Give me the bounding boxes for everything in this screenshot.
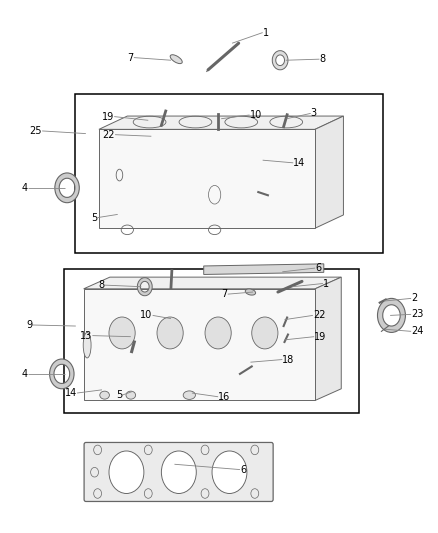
Polygon shape bbox=[84, 277, 341, 289]
Ellipse shape bbox=[252, 317, 278, 349]
Text: 1: 1 bbox=[263, 28, 269, 38]
Text: 7: 7 bbox=[222, 289, 228, 299]
Bar bbox=[75, 94, 383, 253]
Text: 10: 10 bbox=[250, 110, 262, 120]
Polygon shape bbox=[84, 289, 315, 400]
Circle shape bbox=[212, 451, 247, 494]
Text: 24: 24 bbox=[411, 326, 424, 336]
Ellipse shape bbox=[157, 317, 183, 349]
Text: 6: 6 bbox=[240, 465, 246, 474]
Text: 22: 22 bbox=[102, 130, 115, 140]
Circle shape bbox=[109, 451, 144, 494]
Text: 13: 13 bbox=[80, 330, 92, 341]
Text: 10: 10 bbox=[141, 310, 152, 320]
Polygon shape bbox=[99, 130, 315, 228]
Polygon shape bbox=[315, 277, 341, 400]
Ellipse shape bbox=[83, 333, 91, 358]
Ellipse shape bbox=[245, 289, 256, 295]
Text: 22: 22 bbox=[313, 310, 325, 320]
Text: 19: 19 bbox=[102, 111, 114, 122]
Text: 19: 19 bbox=[314, 332, 326, 342]
Text: 5: 5 bbox=[116, 390, 122, 400]
Text: 5: 5 bbox=[92, 213, 98, 223]
Bar bbox=[64, 269, 359, 413]
Text: 7: 7 bbox=[127, 53, 134, 62]
Text: 16: 16 bbox=[218, 392, 230, 402]
Ellipse shape bbox=[170, 55, 182, 63]
Ellipse shape bbox=[183, 391, 195, 399]
Text: 18: 18 bbox=[283, 354, 295, 365]
Text: 6: 6 bbox=[315, 263, 321, 273]
Text: 14: 14 bbox=[65, 388, 77, 398]
Text: 8: 8 bbox=[99, 280, 105, 290]
Circle shape bbox=[161, 451, 196, 494]
Text: 14: 14 bbox=[293, 158, 305, 168]
Ellipse shape bbox=[205, 317, 231, 349]
Text: 8: 8 bbox=[319, 54, 325, 64]
Ellipse shape bbox=[126, 391, 136, 399]
Polygon shape bbox=[99, 116, 343, 130]
Text: 25: 25 bbox=[30, 126, 42, 136]
Ellipse shape bbox=[109, 317, 135, 349]
FancyBboxPatch shape bbox=[84, 442, 273, 502]
Ellipse shape bbox=[100, 391, 110, 399]
Text: 23: 23 bbox=[411, 309, 424, 319]
Text: 4: 4 bbox=[21, 183, 28, 193]
Text: 3: 3 bbox=[311, 108, 317, 118]
Text: 2: 2 bbox=[411, 293, 417, 303]
Text: 1: 1 bbox=[323, 279, 329, 288]
Text: 4: 4 bbox=[21, 369, 28, 379]
Polygon shape bbox=[315, 116, 343, 228]
Text: 9: 9 bbox=[26, 320, 32, 330]
Polygon shape bbox=[204, 264, 324, 274]
